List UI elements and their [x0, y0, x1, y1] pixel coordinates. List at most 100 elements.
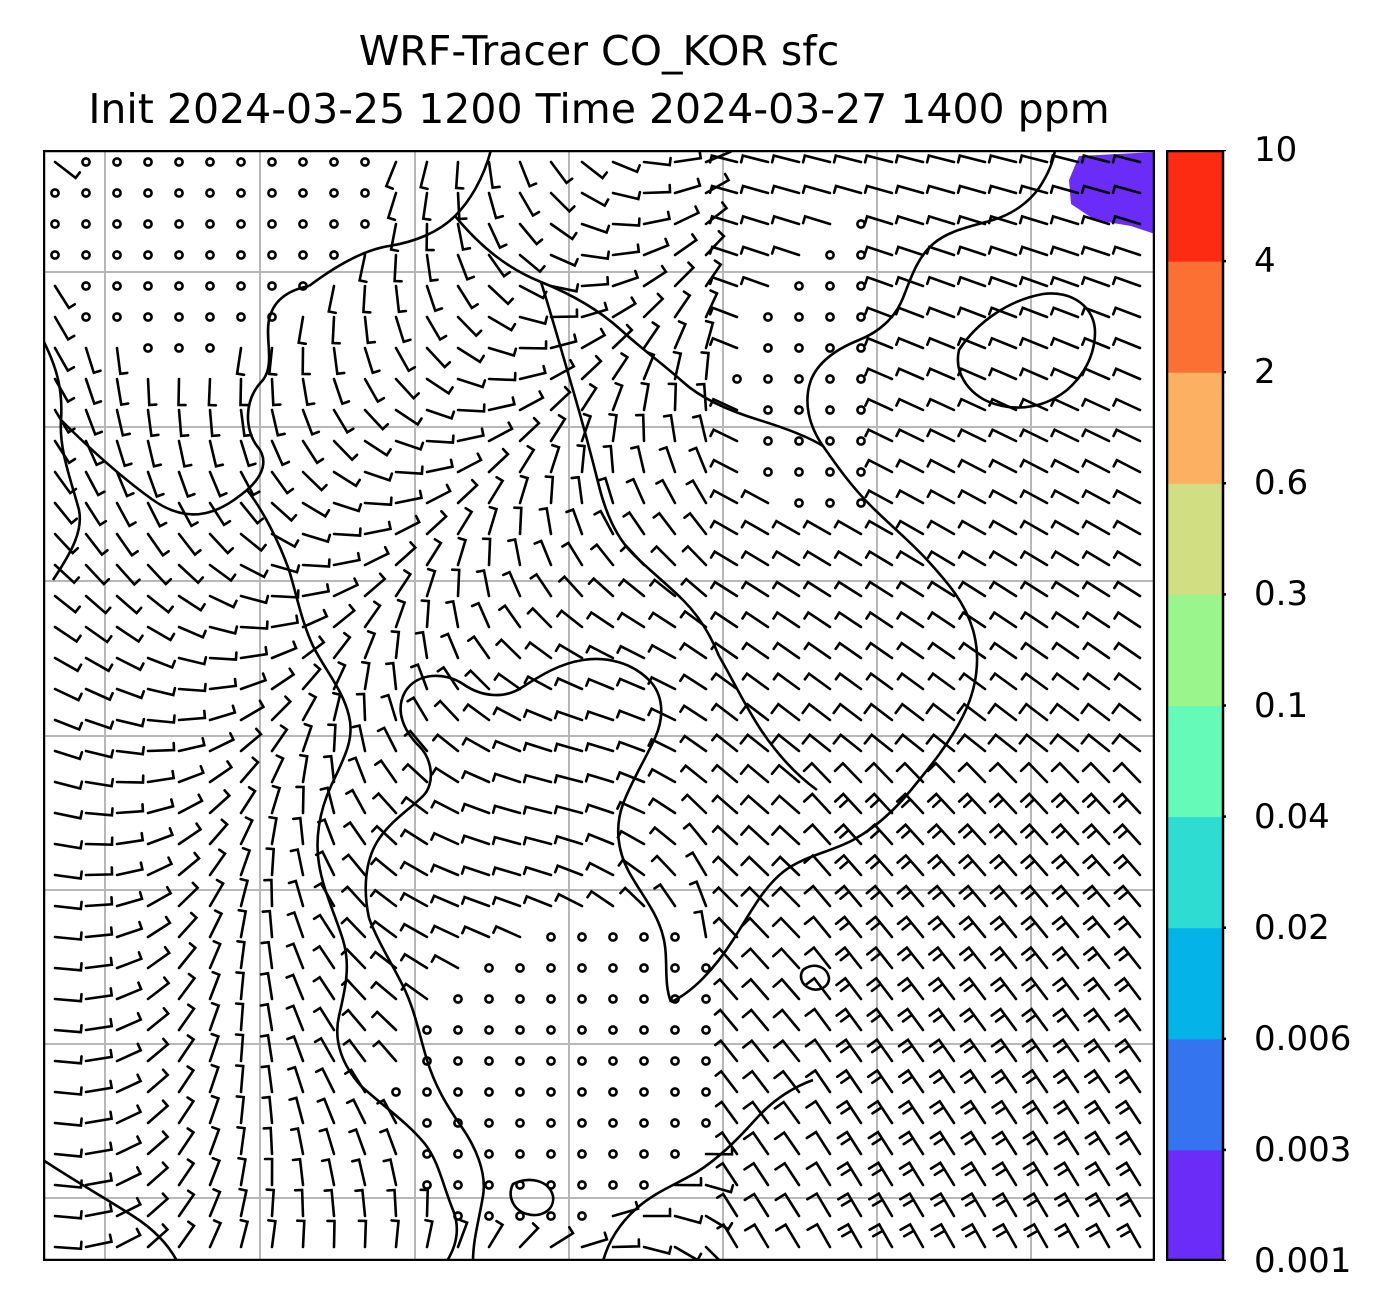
wind-barb: [956, 275, 987, 288]
wind-barb: [267, 1219, 277, 1249]
wind-barb: [1022, 1130, 1049, 1156]
calm-wind-circle: [608, 1180, 618, 1190]
wind-barb: [647, 737, 677, 753]
wind-barb: [146, 945, 172, 970]
calm-wind-circle: [670, 1087, 680, 1097]
wind-barb: [836, 1161, 863, 1187]
wind-barb: [285, 942, 305, 970]
wind-barb: [239, 816, 254, 846]
wind-barb: [864, 458, 894, 474]
wind-barb: [208, 1094, 221, 1125]
wind-barb: [487, 160, 501, 190]
wind-barb: [740, 824, 770, 846]
border-line-3: [539, 281, 721, 657]
wind-barb: [177, 625, 207, 640]
wind-barb: [394, 346, 417, 373]
wind-barb: [741, 671, 770, 691]
wind-barb: [989, 853, 1018, 877]
wind-barb: [177, 942, 198, 970]
wind-barb: [456, 536, 468, 567]
calm-wind-circle: [205, 219, 215, 229]
wind-barb: [619, 544, 646, 567]
wind-barb: [394, 315, 412, 344]
calm-wind-circle: [825, 312, 835, 322]
wind-barb: [1020, 671, 1049, 691]
wind-barb: [704, 1214, 734, 1231]
calm-wind-circle: [453, 1087, 463, 1097]
wind-barb: [146, 686, 177, 697]
wind-barb: [1082, 822, 1111, 846]
wind-barb: [956, 702, 987, 722]
calm-wind-circle: [546, 1211, 556, 1221]
calm-wind-circle: [515, 1180, 525, 1190]
wind-barb: [319, 786, 336, 815]
wind-barb: [487, 284, 515, 306]
wind-barb: [493, 672, 522, 691]
wind-barb: [957, 427, 987, 443]
wind-barb: [146, 470, 165, 499]
wind-barb: [146, 656, 177, 670]
calm-wind-circle: [174, 188, 184, 198]
wind-barb: [177, 911, 199, 939]
wind-barb: [1050, 761, 1080, 784]
wind-barb: [929, 1161, 956, 1187]
wind-barb: [208, 1219, 223, 1249]
wind-barb: [741, 610, 770, 629]
wind-barb: [772, 1008, 801, 1032]
wind-barb: [406, 695, 429, 722]
wind-barb: [529, 572, 553, 598]
wind-barb: [394, 489, 424, 505]
wind-barb: [896, 884, 925, 908]
colorbar-tick-label: 0.6: [1254, 463, 1309, 504]
wind-barb: [177, 532, 202, 557]
wind-barb: [988, 549, 1018, 567]
calm-wind-circle: [639, 963, 649, 973]
wind-barb: [1082, 853, 1111, 877]
wind-barb: [115, 1196, 143, 1218]
wind-barb: [802, 761, 832, 784]
calm-wind-circle: [174, 250, 184, 260]
wind-barb: [208, 677, 238, 691]
wind-barb: [709, 397, 739, 412]
wind-barb: [1020, 822, 1049, 846]
calm-wind-circle: [484, 994, 494, 1004]
wind-barb: [1081, 397, 1111, 412]
wind-barb: [345, 788, 367, 815]
wind-barb: [419, 1188, 430, 1218]
wind-barb: [115, 1135, 143, 1156]
wind-barb: [835, 976, 863, 1001]
calm-wind-circle: [453, 1149, 463, 1159]
wind-barb: [673, 261, 696, 288]
calm-wind-circle: [484, 1118, 494, 1128]
wind-barb: [713, 946, 739, 970]
wind-barb: [990, 1068, 1018, 1094]
wind-barb: [710, 671, 739, 691]
wind-barb: [270, 589, 300, 599]
wind-barb: [1021, 1007, 1049, 1032]
wind-barb: [611, 381, 624, 412]
calm-wind-circle: [825, 467, 835, 477]
wind-barb: [433, 699, 460, 722]
wind-barb: [425, 458, 455, 474]
wind-barb: [1018, 154, 1049, 164]
wind-barb: [385, 661, 398, 691]
wind-barb: [1112, 549, 1142, 567]
wind-barb: [394, 569, 413, 598]
wind-barb: [53, 1117, 83, 1128]
wind-barb: [518, 390, 545, 412]
calm-wind-circle: [484, 1025, 494, 1035]
wind-barb: [896, 822, 925, 846]
colorbar-bin: [1166, 705, 1224, 818]
coastline-myanmar: [245, 489, 362, 1087]
wind-barb: [958, 915, 987, 939]
calm-wind-circle: [577, 963, 587, 973]
wind-barb: [580, 354, 603, 381]
calm-wind-circle: [701, 1025, 711, 1035]
wind-barb: [115, 920, 144, 939]
wind-barb: [990, 976, 1018, 1001]
wind-barb: [376, 726, 398, 753]
calm-wind-circle: [205, 312, 215, 322]
wind-barb: [895, 336, 925, 350]
wind-barb: [487, 315, 517, 332]
wind-barb: [895, 792, 925, 815]
